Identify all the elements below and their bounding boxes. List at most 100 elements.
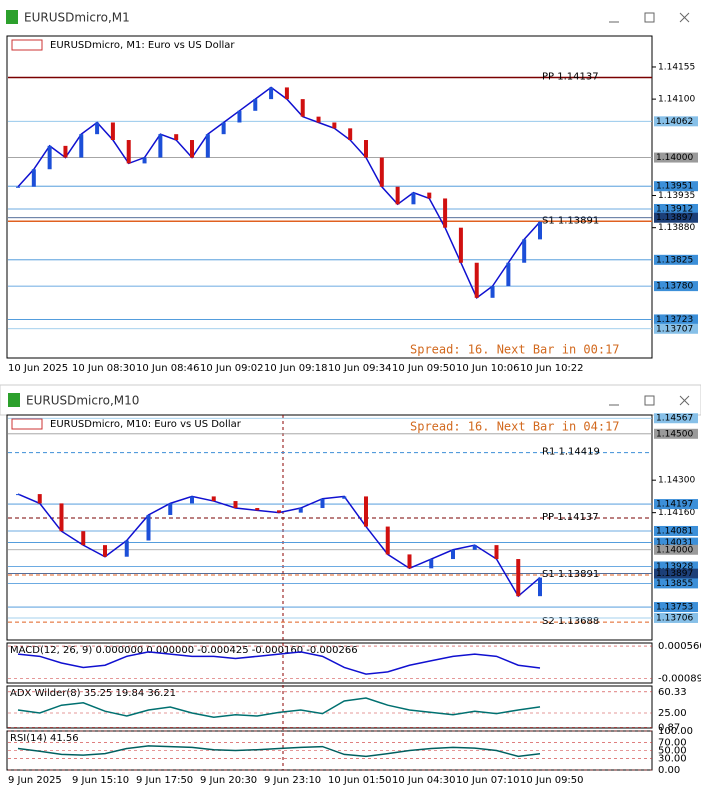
pane-label: MACD(12, 26, 9) 0.000000 0.000000 -0.000… — [10, 645, 358, 656]
candle — [364, 496, 368, 527]
candle — [364, 140, 368, 158]
x-tick-label: 10 Jun 08:46 — [136, 363, 200, 374]
level-label: 1.13897 — [656, 213, 693, 223]
candle — [124, 540, 129, 557]
header-icons — [11, 418, 43, 430]
candle — [490, 286, 495, 298]
level-label: 1.14031 — [656, 538, 693, 548]
candle — [190, 140, 194, 158]
candle — [95, 122, 100, 135]
level-tag — [654, 281, 698, 292]
spread-info: Spread: 16. Next Bar in 00:17 — [410, 343, 620, 357]
pivot-label: S1 1.13891 — [542, 215, 599, 226]
level-label: 1.14500 — [656, 429, 693, 439]
level-tag — [654, 499, 698, 510]
y-tick-label: 1.13935 — [658, 191, 695, 201]
candle — [298, 508, 303, 513]
y-tick-label: 1.14100 — [658, 95, 695, 105]
candle — [63, 145, 68, 158]
level-label: 1.14000 — [656, 545, 693, 555]
window-buttons[interactable] — [609, 12, 690, 23]
candle — [332, 122, 337, 129]
candle — [411, 192, 416, 205]
x-tick-label: 9 Jun 17:50 — [136, 775, 193, 786]
candle — [221, 122, 226, 135]
candle — [538, 221, 542, 240]
candle — [37, 494, 42, 504]
candle — [342, 496, 347, 499]
level-label: 1.13855 — [656, 579, 693, 589]
window-title: EURUSDmicro,M10 — [26, 394, 139, 408]
pivot-label: R1 1.14419 — [542, 447, 600, 458]
x-tick-label: 9 Jun 15:10 — [72, 775, 129, 786]
candle — [255, 508, 260, 511]
level-tag — [654, 537, 698, 548]
x-tick-label: 10 Jun 10:22 — [520, 363, 584, 374]
candle — [146, 514, 151, 541]
candle — [316, 116, 321, 123]
candle — [190, 496, 194, 504]
x-tick-label: 10 Jun 09:50 — [392, 363, 456, 374]
y-tick-label: 1.14160 — [658, 508, 695, 518]
x-tick-label: 10 Jun 09:18 — [264, 363, 328, 374]
candle — [443, 198, 448, 228]
candle — [233, 501, 238, 509]
candle — [81, 531, 86, 546]
y-tick-label: 1.14300 — [658, 476, 695, 486]
window-icon — [8, 393, 20, 407]
pivot-label: PP 1.14137 — [542, 512, 599, 523]
candle — [16, 494, 20, 496]
level-label: 1.14000 — [656, 153, 693, 163]
level-label: 1.13706 — [656, 613, 693, 623]
candle — [205, 134, 210, 158]
y-tick-label: 1.14155 — [658, 62, 695, 72]
candle — [429, 559, 434, 569]
level-label: 1.13723 — [656, 315, 693, 325]
level-tag — [654, 413, 698, 424]
title-bar — [0, 0, 701, 36]
level-label: 1.14062 — [656, 117, 693, 127]
candle — [522, 239, 527, 263]
indicator-pane — [6, 642, 653, 684]
x-tick-label: 9 Jun 2025 — [8, 775, 62, 786]
window-icon — [6, 10, 18, 24]
level-label: 1.14081 — [656, 526, 693, 536]
level-label: 1.13825 — [656, 255, 693, 265]
level-label: 1.13912 — [656, 204, 693, 214]
candle — [385, 526, 390, 555]
x-tick-label: 10 Jun 04:30 — [392, 775, 456, 786]
window-buttons[interactable] — [609, 395, 690, 406]
pane-tick-label: 100.00 — [658, 726, 693, 737]
candle — [474, 262, 479, 298]
candle — [506, 262, 511, 287]
candle — [47, 145, 52, 170]
title-bar — [0, 384, 701, 416]
pivot-label: S1 1.13891 — [542, 569, 599, 580]
chart-area — [6, 35, 653, 359]
candle — [494, 545, 499, 560]
x-tick-label: 10 Jun 10:06 — [456, 363, 520, 374]
candle — [16, 186, 20, 188]
level-tag — [654, 428, 698, 439]
level-label: 1.13780 — [656, 282, 693, 292]
x-tick-label: 10 Jun 09:50 — [520, 775, 584, 786]
x-tick-label: 9 Jun 23:10 — [264, 775, 321, 786]
candle — [472, 545, 477, 550]
indicator-line — [17, 745, 541, 758]
pane-tick-label: 0.000560 — [658, 641, 701, 652]
candle — [427, 192, 432, 199]
indicator-line — [17, 651, 541, 675]
pane-tick-label: -0.000897 — [658, 673, 701, 684]
candle — [110, 122, 115, 141]
level-tag — [654, 525, 698, 536]
indicator-line — [17, 697, 541, 718]
x-tick-label: 10 Jun 2025 — [8, 363, 68, 374]
candle — [451, 549, 455, 560]
x-tick-label: 10 Jun 01:50 — [328, 775, 392, 786]
level-tag — [654, 544, 698, 555]
candle — [31, 169, 36, 187]
candle — [407, 554, 412, 569]
pane-tick-label: 30.00 — [658, 753, 687, 764]
candle — [253, 99, 258, 111]
